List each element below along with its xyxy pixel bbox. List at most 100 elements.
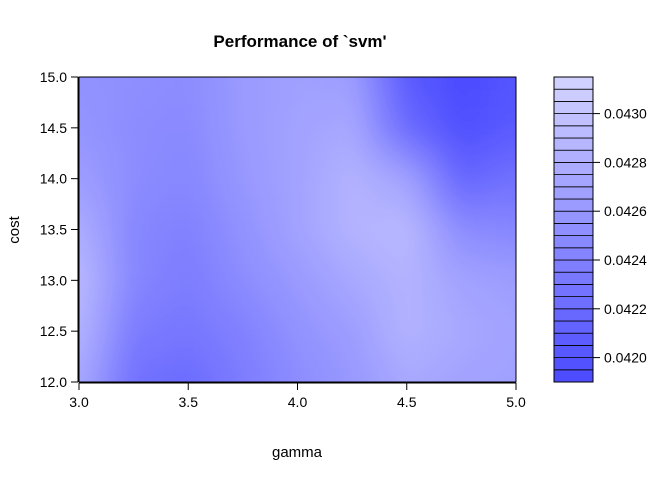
- heatmap-cell: [198, 107, 207, 118]
- heatmap-cell: [106, 125, 116, 135]
- heatmap-cell: [148, 203, 158, 213]
- heatmap-cell: [538, 56, 547, 65]
- heatmap-cell: [297, 246, 307, 257]
- heatmap-cell: [157, 47, 166, 56]
- heatmap-cell: [164, 99, 174, 109]
- heatmap-cell: [215, 403, 224, 412]
- heatmap-cell: [272, 316, 282, 326]
- heatmap-cell: [289, 333, 299, 344]
- heatmap-cell: [455, 403, 464, 412]
- heatmap-cell: [388, 307, 398, 317]
- heatmap-cell: [214, 290, 224, 300]
- heatmap-cell: [57, 403, 66, 412]
- y-tick-label: 12.0: [40, 374, 67, 390]
- heatmap-cell: [140, 81, 149, 92]
- heatmap-cell: [164, 168, 174, 178]
- heatmap-cell: [347, 307, 357, 317]
- heatmap-cell: [206, 368, 216, 378]
- heatmap-cell: [438, 351, 448, 361]
- heatmap-cell: [512, 142, 516, 152]
- heatmap-cell: [82, 359, 92, 370]
- heatmap-cell: [496, 107, 506, 118]
- heatmap-cell: [512, 281, 516, 291]
- heatmap-cell: [90, 342, 100, 352]
- heatmap-cell: [173, 159, 183, 170]
- heatmap-cell: [222, 177, 232, 187]
- heatmap-cell: [231, 395, 240, 404]
- heatmap-cell: [463, 142, 473, 152]
- heatmap-cell: [123, 281, 133, 291]
- heatmap-cell: [123, 159, 133, 170]
- heatmap-cell: [463, 47, 472, 56]
- heatmap-cell: [363, 151, 373, 161]
- heatmap-cell: [372, 133, 381, 144]
- heatmap-cell: [223, 56, 232, 65]
- heatmap-cell: [181, 238, 191, 248]
- heatmap-cell: [189, 325, 199, 335]
- heatmap-cell: [106, 281, 116, 291]
- heatmap-cell: [98, 290, 108, 300]
- heatmap-cell: [165, 47, 174, 56]
- heatmap-cell: [438, 246, 448, 257]
- heatmap-cell: [521, 369, 530, 378]
- heatmap-cell: [372, 255, 381, 265]
- heatmap-cell: [57, 247, 66, 256]
- heatmap-cell: [164, 290, 174, 300]
- heatmap-cell: [488, 229, 497, 239]
- heatmap-cell: [488, 107, 497, 118]
- heatmap-cell: [156, 99, 166, 109]
- heatmap-cell: [164, 229, 174, 239]
- heatmap-cell: [330, 316, 340, 326]
- heatmap-cell: [264, 246, 274, 257]
- heatmap-cell: [438, 290, 448, 300]
- heatmap-cell: [247, 299, 257, 309]
- heatmap-cell: [380, 290, 390, 300]
- heatmap-cell: [454, 281, 464, 291]
- heatmap-cell: [90, 325, 100, 335]
- heatmap-cell: [131, 151, 141, 161]
- heatmap-cell: [430, 359, 439, 370]
- heatmap-cell: [264, 359, 274, 370]
- heatmap-cell: [181, 212, 191, 222]
- heatmap-cell: [405, 351, 415, 361]
- heatmap-cell: [79, 238, 83, 248]
- heatmap-cell: [131, 212, 141, 222]
- heatmap-cell: [82, 342, 92, 352]
- heatmap-cell: [504, 99, 514, 109]
- heatmap-cell: [239, 290, 249, 300]
- heatmap-cell: [463, 351, 473, 361]
- heatmap-cell: [396, 272, 406, 283]
- heatmap-cell: [479, 359, 489, 370]
- heatmap-cell: [79, 116, 83, 126]
- heatmap-cell: [115, 64, 124, 73]
- heatmap-cell: [247, 238, 257, 248]
- heatmap-cell: [280, 203, 290, 213]
- heatmap-cell: [322, 220, 332, 231]
- heatmap-cell: [206, 307, 216, 317]
- heatmap-cell: [521, 73, 530, 82]
- heatmap-cell: [438, 203, 448, 213]
- heatmap-cell: [214, 125, 224, 135]
- heatmap-cell: [206, 77, 216, 83]
- heatmap-cell: [264, 351, 274, 361]
- heatmap-cell: [239, 168, 249, 178]
- heatmap-cell: [281, 64, 290, 73]
- heatmap-cell: [504, 325, 514, 335]
- heatmap-cell: [496, 203, 506, 213]
- heatmap-cell: [173, 220, 183, 231]
- heatmap-cell: [355, 168, 365, 178]
- heatmap-cell: [338, 359, 348, 370]
- heatmap-cell: [389, 56, 398, 65]
- heatmap-cell: [496, 238, 506, 248]
- heatmap-cell: [471, 333, 481, 344]
- heatmap-cell: [123, 325, 133, 335]
- heatmap-cell: [148, 359, 158, 370]
- heatmap-cell: [231, 107, 241, 118]
- heatmap-cell: [222, 133, 232, 144]
- heatmap-cell: [305, 186, 315, 196]
- heatmap-cell: [347, 342, 357, 352]
- heatmap-cell: [413, 107, 423, 118]
- heatmap-cell: [479, 159, 489, 170]
- heatmap-cell: [405, 255, 415, 265]
- heatmap-cell: [140, 186, 149, 196]
